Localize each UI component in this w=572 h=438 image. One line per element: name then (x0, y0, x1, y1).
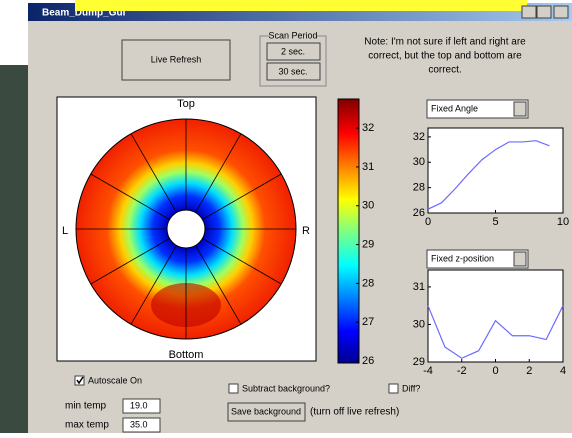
colorbar-tick-label: 30 (362, 200, 374, 212)
dropdown-value: Fixed Angle (431, 103, 478, 113)
button-label: Save background (231, 406, 301, 416)
x-tick-label: 4 (560, 365, 566, 377)
button-label: 30 sec. (278, 66, 307, 76)
checkbox-label: Autoscale On (88, 375, 142, 385)
y-tick-label: 30 (413, 156, 425, 168)
x-tick-label: 2 (526, 365, 532, 377)
screen: Beam_Dump_Gui Live Refresh Scan Period 2… (0, 0, 572, 433)
y-tick-label: 32 (413, 131, 425, 143)
x-tick-label: 0 (492, 365, 498, 377)
field-label: min temp (65, 401, 107, 412)
checkbox[interactable] (229, 384, 238, 393)
yellow-banner (75, 0, 527, 11)
button-label: Live Refresh (151, 54, 202, 64)
plot-area (428, 128, 563, 213)
colorbar (338, 99, 359, 363)
colorbar-tick-label: 31 (362, 161, 374, 173)
polar-label: R (302, 225, 310, 237)
inner-hole (167, 210, 205, 248)
button-label: 2 sec. (281, 46, 305, 56)
note: Note: I'm not sure if left and right are (364, 37, 526, 48)
close[interactable] (554, 6, 568, 18)
colorbar-tick-label: 28 (362, 277, 374, 289)
note: correct. (428, 65, 461, 76)
x-tick-label: -2 (457, 365, 467, 377)
polar-label: Top (177, 98, 195, 110)
x-tick-label: 0 (425, 216, 431, 228)
dropdown-value: Fixed z-position (431, 253, 494, 263)
x-tick-label: 10 (557, 216, 569, 228)
x-tick-label: 5 (492, 216, 498, 228)
input-value: 35.0 (130, 419, 148, 429)
checkbox-label: Subtract background? (242, 383, 330, 393)
colorbar-tick-label: 32 (362, 122, 374, 134)
polar-label: Bottom (169, 349, 204, 361)
save-note: (turn off live refresh) (310, 407, 399, 418)
minimize[interactable] (522, 6, 536, 18)
colorbar-tick-label: 29 (362, 238, 374, 250)
colorbar-tick-label: 26 (362, 355, 374, 367)
y-tick-label: 30 (413, 318, 425, 330)
dropdown-arrow[interactable] (514, 252, 526, 266)
group-title: Scan Period (268, 30, 317, 40)
y-tick-label: 31 (413, 281, 425, 293)
y-tick-label: 26 (413, 207, 425, 219)
colorbar-tick-label: 27 (362, 316, 374, 328)
page: Beam_Dump_Gui Live Refresh Scan Period 2… (0, 0, 572, 433)
dropdown-arrow[interactable] (514, 102, 526, 116)
y-tick-label: 28 (413, 182, 425, 194)
note: correct, but the top and bottom are (368, 51, 522, 62)
checkbox[interactable] (389, 384, 398, 393)
plot-area (428, 270, 563, 362)
field-label: max temp (65, 420, 109, 431)
input-value: 19.0 (130, 400, 148, 410)
maximize[interactable] (537, 6, 551, 18)
background-photo (0, 65, 30, 433)
x-tick-label: -4 (423, 365, 433, 377)
checkbox-label: Diff? (402, 383, 420, 393)
polar-label: L (62, 225, 68, 237)
